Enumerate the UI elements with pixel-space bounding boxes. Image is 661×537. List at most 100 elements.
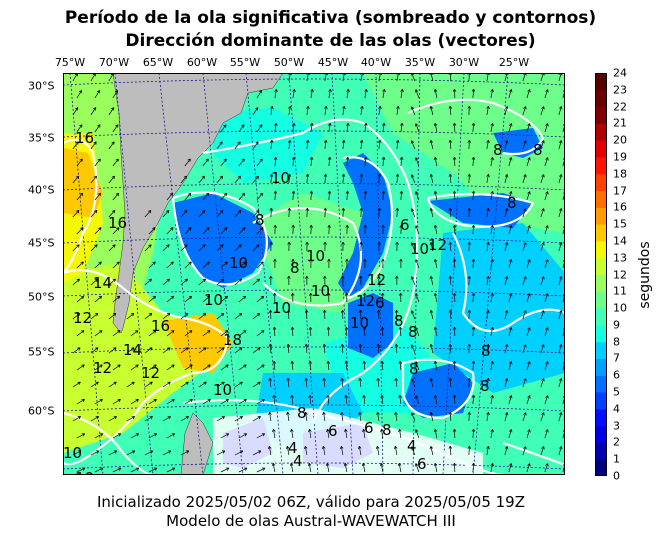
wave-vector-arrow xyxy=(94,295,103,303)
wave-vector-arrow xyxy=(344,428,348,439)
wave-vector-arrow xyxy=(344,360,349,371)
wave-vector-arrow xyxy=(526,327,531,337)
wave-vector-arrow xyxy=(328,122,332,133)
wave-vector-arrow xyxy=(220,398,229,405)
wave-vector-arrow xyxy=(308,326,313,337)
wave-vector-arrow xyxy=(429,378,434,388)
longitude-label: 35°W xyxy=(404,56,436,69)
wave-vector-arrow xyxy=(376,309,381,320)
wave-vector-arrow xyxy=(166,295,175,303)
wave-vector-arrow xyxy=(304,309,309,320)
wave-vector-arrow xyxy=(274,88,278,99)
wave-vector-arrow xyxy=(184,158,191,167)
wave-vector-arrow xyxy=(72,210,80,218)
wave-vector-arrow xyxy=(272,326,277,337)
wave-vector-arrow xyxy=(268,411,272,422)
wave-vector-arrow xyxy=(234,278,242,286)
colorbar-tick-label: 4 xyxy=(613,402,620,416)
wave-vector-arrow xyxy=(305,275,309,286)
wave-vector-arrow xyxy=(340,411,344,422)
wave-vector-arrow xyxy=(90,416,99,422)
wave-vector-arrow xyxy=(341,275,345,286)
wave-vector-arrow xyxy=(490,292,494,303)
wave-vector-arrow xyxy=(304,343,309,354)
wave-vector-arrow xyxy=(433,190,438,201)
wave-vector-arrow xyxy=(306,105,310,116)
colorbar-tick-label: 7 xyxy=(613,351,620,365)
wave-vector-arrow xyxy=(486,411,490,422)
wave-vector-arrow xyxy=(94,433,104,439)
wave-vector-arrow xyxy=(326,428,330,439)
wave-vector-arrow xyxy=(433,292,438,303)
latitude-label: 35°S xyxy=(28,131,55,145)
wave-vector-arrow xyxy=(486,173,490,184)
wave-vector-arrow xyxy=(269,241,273,252)
wave-vector-arrow xyxy=(238,261,246,269)
contour-label: 16 xyxy=(75,129,94,147)
wave-vector-arrow xyxy=(471,156,476,167)
wave-vector-arrow xyxy=(452,292,457,303)
colorbar-tick-label: 2 xyxy=(613,435,620,449)
wave-vector-arrow xyxy=(286,309,291,320)
wave-vector-arrow xyxy=(433,224,438,235)
wave-vector-arrow xyxy=(180,244,188,252)
colorbar-tick-label: 21 xyxy=(613,116,627,130)
wave-vector-arrow xyxy=(234,175,241,184)
wave-vector-arrow xyxy=(540,378,545,388)
wave-vector-arrow xyxy=(90,450,100,456)
colorbar-segment xyxy=(595,123,607,141)
wave-vector-arrow xyxy=(216,416,225,422)
wave-vector-arrow xyxy=(467,275,471,286)
colorbar-segment xyxy=(595,240,607,259)
colorbar-segment xyxy=(595,324,607,343)
wave-vector-arrow xyxy=(433,428,438,439)
wave-vector-arrow xyxy=(358,445,362,456)
contour-label: 6 xyxy=(400,216,410,234)
colorbar-segment xyxy=(595,190,607,208)
wave-vector-arrow xyxy=(544,463,549,473)
wave-vector-arrow xyxy=(148,433,158,439)
wave-vector-arrow xyxy=(72,107,79,116)
wave-vector-arrow xyxy=(467,377,471,388)
wave-vector-arrow xyxy=(72,141,79,150)
wave-vector-arrow xyxy=(343,462,348,473)
wave-vector-arrow xyxy=(381,190,386,201)
wave-vector-arrow xyxy=(90,244,98,252)
wave-vector-arrow xyxy=(471,122,476,133)
map-frame xyxy=(63,73,565,475)
wave-vector-arrow xyxy=(359,275,363,286)
wave-vector-arrow xyxy=(376,377,380,388)
wave-vector-arrow xyxy=(415,89,420,99)
wave-vector-arrow xyxy=(76,467,86,473)
wave-vector-arrow xyxy=(184,398,193,405)
wave-vector-arrow xyxy=(508,293,513,303)
wave-vector-arrow xyxy=(94,158,101,167)
wave-vector-arrow xyxy=(410,276,416,286)
wave-vector-arrow xyxy=(291,258,295,269)
wave-vector-arrow xyxy=(544,259,549,269)
wave-vector-arrow xyxy=(180,450,190,456)
wave-vector-arrow xyxy=(180,347,189,354)
wave-vector-arrow xyxy=(305,173,310,184)
wave-vector-arrow xyxy=(234,347,243,354)
colorbar-tick-label: 1 xyxy=(613,452,620,466)
wave-vector-arrow xyxy=(273,156,278,167)
contour-label: 10 xyxy=(63,444,82,462)
period-contours xyxy=(63,98,565,475)
wave-vector-arrow xyxy=(471,326,476,337)
wave-vector-arrow xyxy=(76,295,85,303)
contour-label: 10 xyxy=(271,169,290,187)
wave-vector-arrow xyxy=(471,292,476,303)
wave-vector-arrow xyxy=(526,225,531,235)
wave-vector-arrow xyxy=(144,347,153,354)
wave-vector-arrow xyxy=(486,309,490,320)
wave-vector-arrow xyxy=(410,446,416,456)
wave-vector-arrow xyxy=(433,462,438,473)
wave-vector-arrow xyxy=(433,394,438,405)
wave-vector-arrow xyxy=(288,105,292,116)
contour-label: 8 xyxy=(533,141,543,159)
wave-vector-arrow xyxy=(238,330,247,337)
wave-vector-arrow xyxy=(72,175,79,184)
wave-vector-arrow xyxy=(504,446,509,456)
